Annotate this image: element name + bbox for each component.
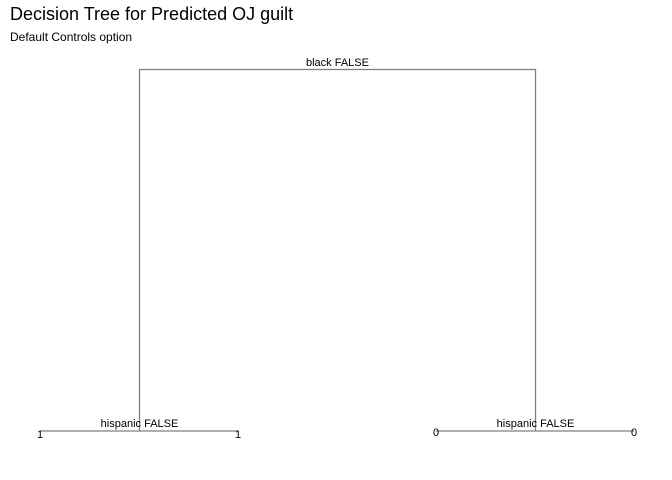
root-split-label: black FALSE — [306, 57, 369, 69]
chart-title: Decision Tree for Predicted OJ guilt — [10, 4, 294, 24]
left-node-split-label: hispanic FALSE — [101, 418, 179, 430]
right-leaf-2-label: 0 — [631, 427, 637, 439]
right-node-split-label: hispanic FALSE — [497, 418, 575, 430]
left-leaf-2-label: 1 — [235, 429, 241, 441]
right-leaf-1-label: 0 — [433, 427, 439, 439]
chart-subtitle: Default Controls option — [10, 30, 133, 44]
left-leaf-1-label: 1 — [37, 429, 43, 441]
root-branch — [138, 68, 537, 431]
